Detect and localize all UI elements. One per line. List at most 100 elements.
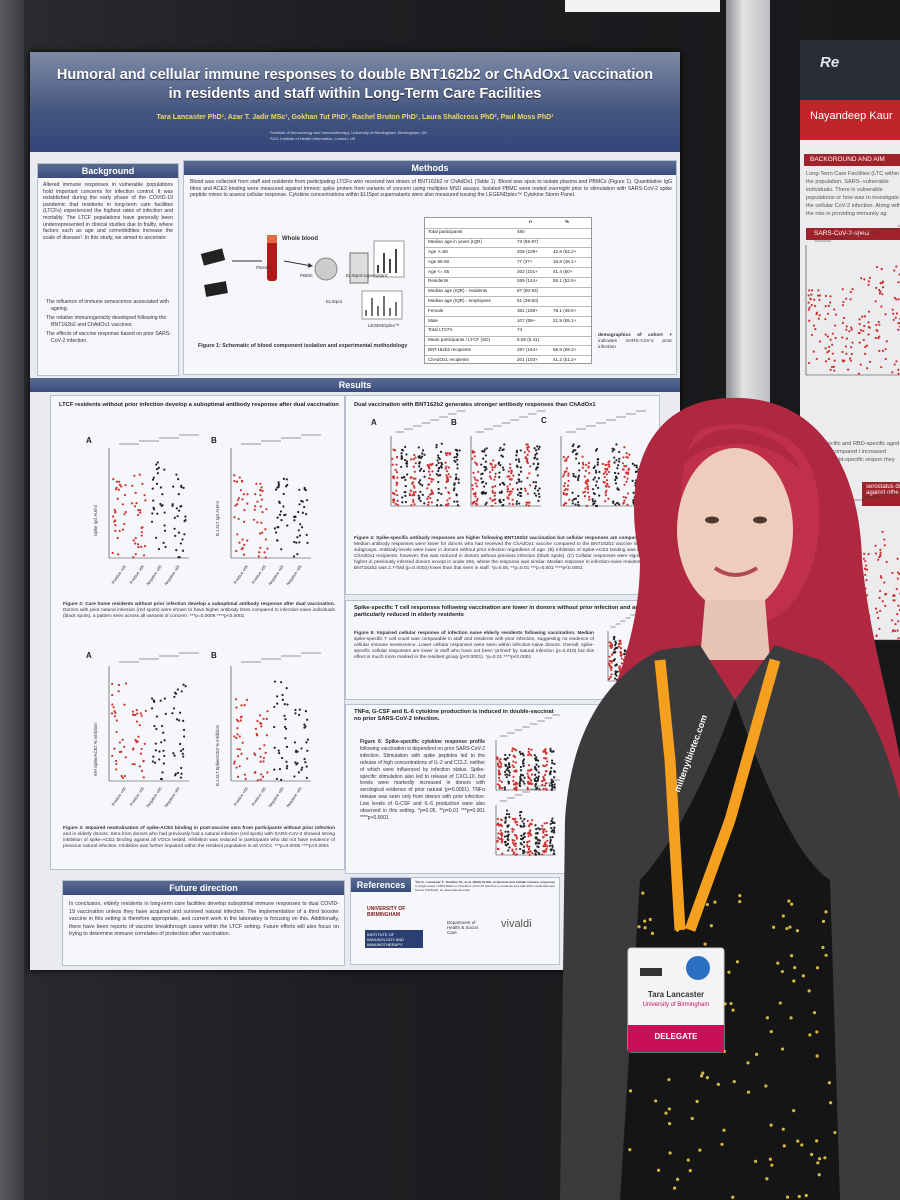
plot-dot — [502, 468, 505, 471]
plot-dot — [891, 571, 894, 575]
plot-dot — [237, 720, 240, 723]
method-schematic — [200, 235, 405, 320]
plot-dot — [502, 498, 505, 502]
plot-dot — [518, 480, 521, 483]
plot-dot — [280, 756, 284, 760]
plot-dot — [593, 492, 596, 496]
plot-dot — [532, 462, 535, 466]
plot-dot — [534, 849, 537, 852]
plot-dot — [618, 670, 621, 673]
plot-dot — [607, 485, 611, 488]
plot-dot — [238, 476, 241, 479]
plot-dot — [131, 710, 135, 713]
plot-dot — [161, 771, 164, 774]
plot-dot — [587, 461, 590, 464]
plot-dot — [427, 470, 431, 473]
plot-dot — [586, 491, 590, 494]
plot-dot — [543, 757, 546, 760]
plot-dot — [275, 777, 279, 780]
plot-dot — [810, 293, 813, 296]
plot-dot — [453, 456, 456, 459]
plot-dot — [548, 844, 552, 847]
plot-dot — [514, 844, 517, 848]
plot-dot — [515, 782, 519, 785]
plot-dot — [863, 315, 867, 318]
plot-dot — [848, 357, 852, 360]
plot-dot — [279, 510, 283, 513]
plot-dot — [525, 503, 528, 507]
plot-dot — [498, 779, 501, 782]
plot-dot — [877, 558, 880, 561]
plot-dot — [567, 479, 570, 483]
plot-dot — [550, 778, 553, 781]
plot-dot — [848, 330, 851, 333]
plot-dot — [404, 494, 407, 497]
plot-dot — [611, 659, 614, 663]
diagram-label: ELISpot supernatant — [346, 273, 388, 278]
plot-dot — [817, 317, 820, 320]
plot-dot — [616, 646, 619, 649]
table-cell: 107 (59+ — [517, 317, 536, 323]
plot-dot — [544, 834, 547, 837]
plot-dot — [529, 465, 532, 468]
plot-dot — [529, 782, 532, 785]
plot-dot — [845, 328, 848, 331]
plot-dot — [111, 703, 114, 706]
plot-dot — [534, 481, 538, 484]
plot-dot — [608, 660, 611, 663]
plot-dot — [297, 771, 301, 774]
plot-dot — [113, 715, 117, 718]
plot-dot — [445, 474, 448, 477]
plot-dot — [259, 494, 262, 497]
plot-dot — [513, 839, 516, 842]
plot-dot — [548, 784, 551, 787]
plot-dot — [549, 848, 552, 851]
plot-dot — [533, 754, 536, 757]
plot-dot — [879, 290, 882, 293]
plot-dot — [895, 587, 898, 591]
plot-dot — [173, 754, 176, 757]
plot-dot — [615, 443, 618, 446]
plot-dot — [285, 764, 289, 768]
plot-dot — [895, 265, 898, 268]
plot-dot — [500, 490, 503, 493]
background-bullets: The influence of immune senescence assoc… — [46, 299, 173, 348]
diagram-label: Plasma — [256, 265, 272, 270]
plot-dot — [883, 538, 886, 541]
plot-dot — [497, 461, 501, 464]
plot-dot — [483, 469, 487, 472]
neighbor-heading: BACKGROUND AND AIM — [810, 156, 885, 163]
plot-dot — [563, 502, 567, 505]
plot-dot — [496, 840, 499, 843]
demographics-table: n% Total participants 480 Median age in yea… — [424, 217, 592, 364]
plot-dot — [523, 782, 526, 785]
plot-dot — [472, 471, 475, 474]
plot-dot — [875, 635, 878, 638]
plot-dot — [496, 783, 499, 786]
plot-dot — [512, 766, 515, 769]
plot-dot — [137, 543, 140, 546]
plot-dot — [614, 640, 617, 643]
plot-dot — [163, 511, 166, 514]
poster-authors: Tara Lancaster PhD¹, Azar T. Jadir MSc¹,… — [156, 114, 554, 121]
plot-dot — [862, 557, 866, 560]
plot-dot — [141, 482, 144, 485]
plot-dot — [485, 491, 488, 494]
plot-dot — [577, 476, 580, 480]
plot-dot — [536, 445, 539, 448]
plot-dot — [864, 573, 867, 576]
table-cell: 55.1 (53.5+ — [553, 278, 577, 284]
plot-dot — [284, 718, 287, 721]
plot-dot — [551, 783, 554, 786]
plot-dot — [879, 609, 882, 612]
dress-dot — [789, 1016, 793, 1020]
plot-dot — [506, 487, 510, 491]
plot-dot — [534, 832, 538, 835]
plot-dot — [427, 501, 430, 504]
plot-dot — [883, 544, 886, 547]
plot-dot — [512, 775, 515, 778]
plot-dot — [152, 755, 155, 758]
plot-dot — [498, 760, 501, 763]
plot-dot — [573, 497, 576, 501]
plot-dot — [134, 738, 137, 742]
